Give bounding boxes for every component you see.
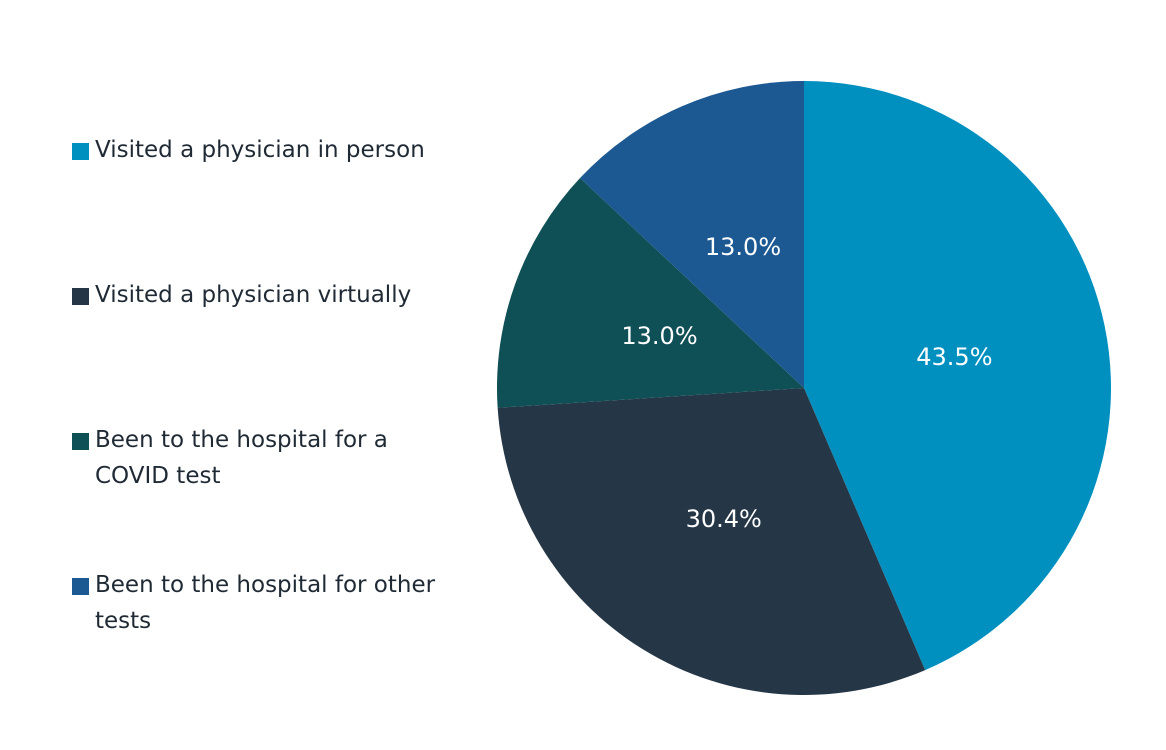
pie-slice-virtually bbox=[497, 388, 926, 695]
legend-swatch-virtually bbox=[72, 288, 89, 305]
pie-slice-in-person bbox=[804, 81, 1111, 671]
slice-label-other-tests: 13.0% bbox=[705, 233, 781, 261]
pie-slice-covid-test bbox=[497, 178, 804, 408]
slice-label-virtually: 30.4% bbox=[686, 505, 762, 533]
legend-swatch-in-person bbox=[72, 143, 89, 160]
legend-label-in-person: Visited a physician in person bbox=[95, 137, 425, 163]
slice-label-in-person: 43.5% bbox=[916, 343, 992, 371]
slice-label-covid-test: 13.0% bbox=[621, 322, 697, 350]
legend-label-virtually: Visited a physician virtually bbox=[95, 282, 412, 308]
legend-label-other-tests: Been to the hospital for other tests bbox=[95, 572, 436, 634]
legend-swatch-covid-test bbox=[72, 433, 89, 450]
legend-swatch-other-tests bbox=[72, 578, 89, 595]
legend-item-covid-test: Been to the hospital for a COVID test bbox=[72, 427, 472, 494]
legend-item-other-tests: Been to the hospital for other tests bbox=[72, 572, 472, 639]
pie-slice-other-tests bbox=[580, 81, 804, 388]
legend-item-virtually: Visited a physician virtually bbox=[72, 282, 472, 313]
legend-item-in-person: Visited a physician in person bbox=[72, 137, 472, 168]
legend-label-covid-test: Been to the hospital for a COVID test bbox=[95, 427, 388, 489]
